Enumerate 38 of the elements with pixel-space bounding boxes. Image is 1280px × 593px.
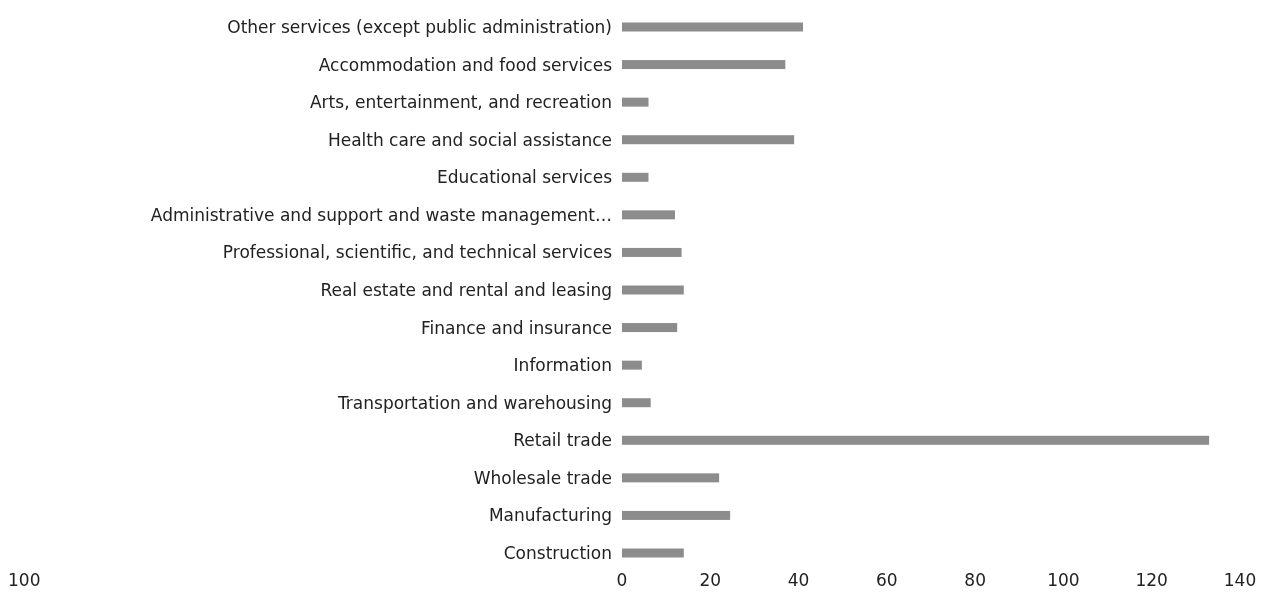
x-tick-label: 40 (787, 570, 810, 590)
y-tick-label: Construction (503, 542, 612, 563)
y-tick-label: Administrative and support and waste management… (150, 204, 612, 225)
bar (622, 60, 786, 70)
y-tick-label: Real estate and rental and leasing (320, 279, 612, 300)
bar (622, 22, 803, 32)
y-tick-label: Health care and social assistance (327, 129, 612, 150)
y-tick-label: Educational services (437, 167, 613, 188)
y-tick-label: Manufacturing (488, 505, 612, 526)
y-tick-label: Retail trade (513, 430, 612, 451)
y-tick-label: Accommodation and food services (318, 54, 613, 75)
x-tick-label: 0 (616, 570, 628, 590)
bar (622, 435, 1210, 445)
bar (622, 548, 684, 558)
y-tick-label: Other services (except public administration) (227, 16, 612, 37)
y-tick-label: Arts, entertainment, and recreation (309, 92, 612, 113)
bar (622, 510, 731, 520)
y-tick-label: Transportation and warehousing (336, 392, 612, 413)
x-tick-label: 80 (964, 570, 986, 590)
y-tick-label: Information (513, 355, 612, 376)
y-tick-label: Finance and insurance (421, 317, 612, 338)
y-tick-label: Professional, scientific, and technical services (222, 242, 613, 263)
x-tick-label: 140 (1223, 570, 1257, 590)
bar (622, 323, 678, 333)
x-tick-label: 60 (876, 570, 898, 590)
bar (622, 398, 651, 408)
y-tick-label: Wholesale trade (473, 467, 612, 488)
bar (622, 360, 642, 370)
bar (622, 210, 675, 220)
bar (622, 247, 682, 257)
bar (622, 285, 684, 295)
x-tick-label: 120 (1135, 570, 1168, 590)
x-tick-label: 20 (699, 570, 722, 590)
bar (622, 473, 720, 483)
bar (622, 97, 649, 107)
bar (622, 172, 649, 182)
x-tick-label: 100 (1047, 570, 1080, 590)
bar (622, 135, 795, 145)
